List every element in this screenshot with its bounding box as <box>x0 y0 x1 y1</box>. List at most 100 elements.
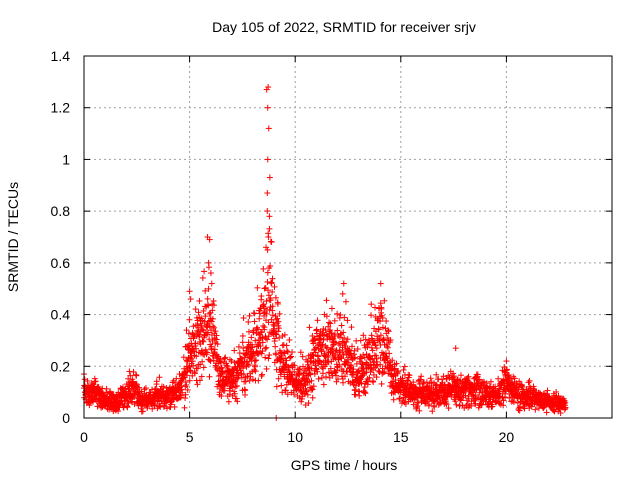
data-point <box>234 375 241 382</box>
data-point <box>306 324 313 331</box>
data-point <box>287 353 294 360</box>
data-point <box>194 381 201 388</box>
data-point <box>266 306 273 313</box>
data-point <box>258 372 265 379</box>
data-point <box>200 338 207 345</box>
data-point <box>204 295 211 302</box>
data-point <box>213 336 220 343</box>
data-point <box>154 398 161 405</box>
data-point <box>133 381 140 388</box>
data-point <box>196 297 203 304</box>
data-point <box>263 344 270 351</box>
data-point <box>296 365 303 372</box>
data-point <box>186 363 193 370</box>
data-point <box>206 356 213 363</box>
data-point <box>92 378 99 385</box>
data-point <box>267 263 274 270</box>
data-point <box>298 398 305 405</box>
data-point <box>264 208 271 215</box>
data-point <box>254 284 261 291</box>
data-point <box>239 339 246 346</box>
data-point <box>269 303 276 310</box>
data-point <box>119 401 126 408</box>
data-point <box>270 321 277 328</box>
data-point <box>240 315 247 322</box>
data-point <box>195 329 202 336</box>
data-point <box>192 340 199 347</box>
data-point <box>245 318 252 325</box>
data-point <box>233 395 240 402</box>
data-point <box>240 371 247 378</box>
y-tick-label: 0 <box>62 410 70 426</box>
data-point <box>200 364 207 371</box>
data-point <box>265 287 272 294</box>
data-point <box>235 343 242 350</box>
y-tick-label: 1.2 <box>51 100 71 116</box>
data-point <box>107 388 114 395</box>
data-point <box>237 367 244 374</box>
data-point <box>204 349 211 356</box>
data-point <box>259 371 266 378</box>
data-point <box>259 302 266 309</box>
data-point <box>160 383 167 390</box>
data-point <box>269 312 276 319</box>
data-point <box>205 329 212 336</box>
data-point <box>228 358 235 365</box>
data-point <box>236 350 243 357</box>
data-point <box>132 371 139 378</box>
data-point <box>302 375 309 382</box>
data-point <box>216 389 223 396</box>
data-point <box>278 382 285 389</box>
data-point <box>268 279 275 286</box>
data-point <box>182 383 189 390</box>
data-point <box>211 346 218 353</box>
data-point <box>183 381 190 388</box>
data-point <box>267 297 274 304</box>
data-point <box>269 288 276 295</box>
data-point <box>194 317 201 324</box>
data-point <box>265 292 272 299</box>
data-point <box>125 400 132 407</box>
data-point <box>194 365 201 372</box>
data-point <box>206 336 213 343</box>
data-point <box>281 331 288 338</box>
data-point <box>275 325 282 332</box>
data-point <box>252 368 259 375</box>
data-point <box>206 310 213 317</box>
data-point <box>275 318 282 325</box>
data-point <box>280 341 287 348</box>
data-point <box>275 328 282 335</box>
data-point <box>309 386 316 393</box>
data-point <box>187 368 194 375</box>
data-point <box>309 394 316 401</box>
data-point <box>218 393 225 400</box>
data-point <box>239 332 246 339</box>
data-point <box>195 309 202 316</box>
data-point <box>199 274 206 281</box>
data-point <box>221 387 228 394</box>
data-point <box>153 378 160 385</box>
data-point <box>263 298 270 305</box>
data-point <box>257 329 264 336</box>
data-point <box>196 377 203 384</box>
data-point <box>216 381 223 388</box>
data-point <box>201 268 208 275</box>
data-point <box>291 368 298 375</box>
data-point <box>266 352 273 359</box>
data-point <box>190 323 197 330</box>
data-point <box>271 283 278 290</box>
data-point <box>255 330 262 337</box>
data-point <box>240 362 247 369</box>
data-point <box>272 294 279 301</box>
data-point <box>251 366 258 373</box>
data-point <box>183 327 190 334</box>
data-point <box>268 239 275 246</box>
data-point <box>273 383 280 390</box>
data-point <box>260 322 267 329</box>
data-point <box>269 275 276 282</box>
data-point <box>231 347 238 354</box>
data-point <box>273 351 280 358</box>
data-point <box>303 388 310 395</box>
data-point <box>265 355 272 362</box>
data-point <box>225 398 232 405</box>
